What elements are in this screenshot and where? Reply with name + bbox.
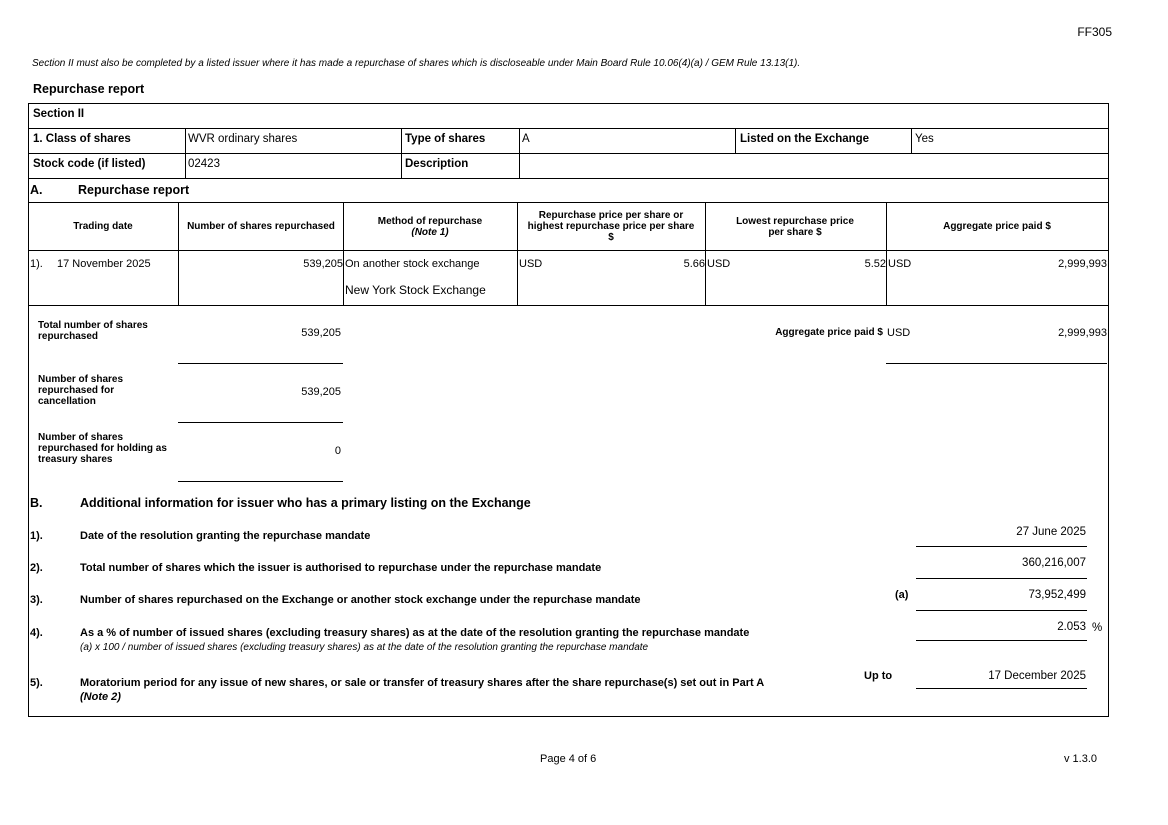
listed-value: Yes: [915, 133, 934, 145]
aggregate-total-label: Aggregate price paid $: [775, 327, 883, 338]
stock-code-label: Stock code (if listed): [33, 158, 146, 170]
col-shares-repurchased: Number of shares repurchased: [187, 221, 335, 232]
class-of-shares-value: WVR ordinary shares: [188, 133, 298, 145]
page-number: Page 4 of 6: [540, 753, 597, 765]
treasury-label: Number of shares repurchased for holding…: [38, 432, 167, 465]
resolution-date: 27 June 2025: [1016, 526, 1086, 538]
class-of-shares-label: 1. Class of shares: [33, 133, 131, 145]
item-prefix: Up to: [864, 670, 893, 682]
item-index: 2).: [30, 562, 43, 574]
note-1-link: (Note 1): [411, 226, 449, 238]
col-aggregate: Aggregate price paid $: [943, 221, 1051, 232]
low-price: 5.52: [864, 258, 886, 270]
divider: [28, 202, 1108, 203]
moratorium-date: 17 December 2025: [988, 670, 1086, 682]
total-shares-label: Total number of shares repurchased: [38, 320, 148, 342]
part-a-heading: Repurchase report: [78, 183, 190, 197]
divider: [28, 153, 1108, 154]
description-label: Description: [405, 158, 469, 170]
page-title: Repurchase report: [33, 82, 145, 96]
form-code: FF305: [1077, 25, 1112, 39]
aggregate-total-currency: USD: [887, 327, 911, 339]
section-note: Section II must also be completed by a l…: [32, 58, 801, 69]
item-label: Total number of shares which the issuer …: [80, 562, 602, 574]
item-index: 5).: [30, 677, 43, 689]
col-method: Method of repurchase (Note 1): [343, 203, 517, 250]
item-index: 1).: [30, 530, 43, 542]
type-of-shares-label: Type of shares: [405, 133, 486, 145]
trading-date: 17 November 2025: [57, 258, 151, 270]
divider: [28, 305, 1108, 306]
percentage-value: 2.053: [1057, 621, 1086, 633]
item-prefix: (a): [895, 589, 909, 601]
divider: [28, 250, 1108, 251]
item-label: As a % of number of issued shares (exclu…: [80, 627, 750, 639]
high-currency: USD: [519, 258, 543, 270]
treasury-value: 0: [334, 445, 341, 457]
agg-price: 2,999,993: [1058, 258, 1107, 270]
total-shares-value: 539,205: [301, 327, 341, 339]
aggregate-total-value: 2,999,993: [1058, 327, 1107, 339]
part-b-letter: B.: [30, 496, 43, 510]
item-label: Number of shares repurchased on the Exch…: [80, 594, 641, 606]
row-index: 1).: [30, 258, 43, 270]
agg-currency: USD: [888, 258, 912, 270]
listed-label: Listed on the Exchange: [740, 133, 870, 145]
col-low-price: Lowest repurchase price per share $: [736, 215, 854, 238]
shares-repurchased: 539,205: [303, 258, 343, 270]
stock-code-value: 02423: [188, 158, 220, 170]
section-heading: Section II: [33, 108, 85, 120]
item-label: Date of the resolution granting the repu…: [80, 530, 371, 542]
exchange: New York Stock Exchange: [345, 283, 486, 297]
part-b-heading: Additional information for issuer who ha…: [80, 496, 531, 510]
method: On another stock exchange: [345, 258, 480, 270]
type-of-shares-value: A: [522, 133, 530, 145]
cancellation-value: 539,205: [301, 386, 341, 398]
col-high-price: Repurchase price per share or highest re…: [527, 210, 695, 243]
note-2-link: (Note 2): [80, 691, 121, 703]
percent-unit: %: [1092, 622, 1103, 634]
divider: [28, 128, 1108, 129]
section-box: [28, 103, 1109, 717]
item-label: Moratorium period for any issue of new s…: [80, 677, 765, 689]
col-method-label: Method of repurchase: [377, 215, 483, 227]
item-index: 3).: [30, 594, 43, 606]
high-price: 5.66: [683, 258, 705, 270]
item-index: 4).: [30, 627, 43, 639]
version: v 1.3.0: [1063, 753, 1097, 765]
cancellation-label: Number of shares repurchased for cancell…: [38, 374, 124, 407]
col-trading-date: Trading date: [73, 221, 133, 232]
authorised-shares: 360,216,007: [1022, 557, 1086, 569]
low-currency: USD: [707, 258, 731, 270]
shares-repurchased-under-mandate: 73,952,499: [1028, 589, 1086, 601]
divider: [28, 178, 1108, 179]
part-a-letter: A.: [30, 183, 43, 197]
item-sub: (a) x 100 / number of issued shares (exc…: [80, 642, 649, 653]
